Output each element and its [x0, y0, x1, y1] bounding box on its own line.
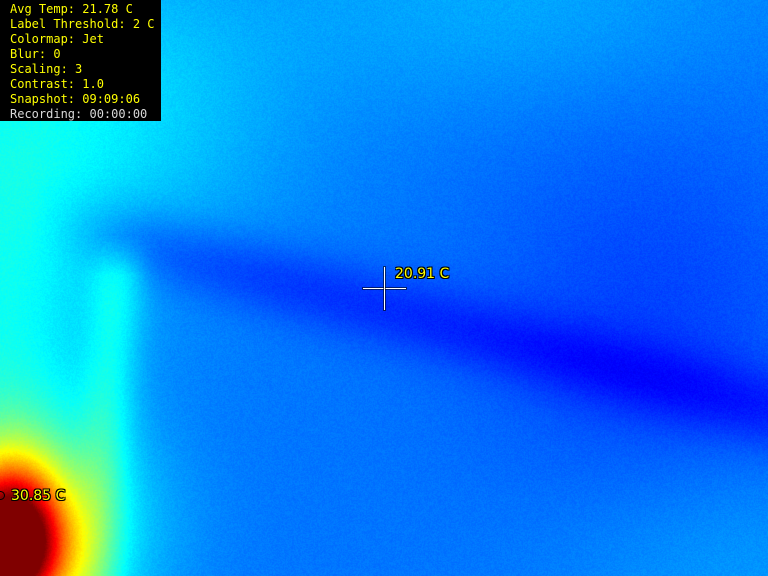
label-threshold-readout: Label Threshold: 2 C — [10, 17, 155, 31]
recording-readout: Recording: 00:00:00 — [10, 107, 148, 121]
scaling-readout: Scaling: 3 — [10, 62, 83, 76]
center-crosshair-icon — [363, 267, 406, 310]
avg-temp-readout: Avg Temp: 21.78 C — [10, 2, 133, 16]
snapshot-readout: Snapshot: 09:09:06 — [10, 92, 141, 106]
settings-overlay: Avg Temp: 21.78 C Label Threshold: 2 C C… — [0, 0, 161, 121]
center-temperature-label: 20.91 C — [395, 266, 450, 282]
blur-readout: Blur: 0 — [10, 47, 61, 61]
contrast-readout: Contrast: 1.0 — [10, 77, 104, 91]
colormap-readout: Colormap: Jet — [10, 32, 104, 46]
hotspot-temperature-label: 30.85 C — [11, 488, 66, 504]
hotspot-marker-icon — [0, 491, 5, 500]
